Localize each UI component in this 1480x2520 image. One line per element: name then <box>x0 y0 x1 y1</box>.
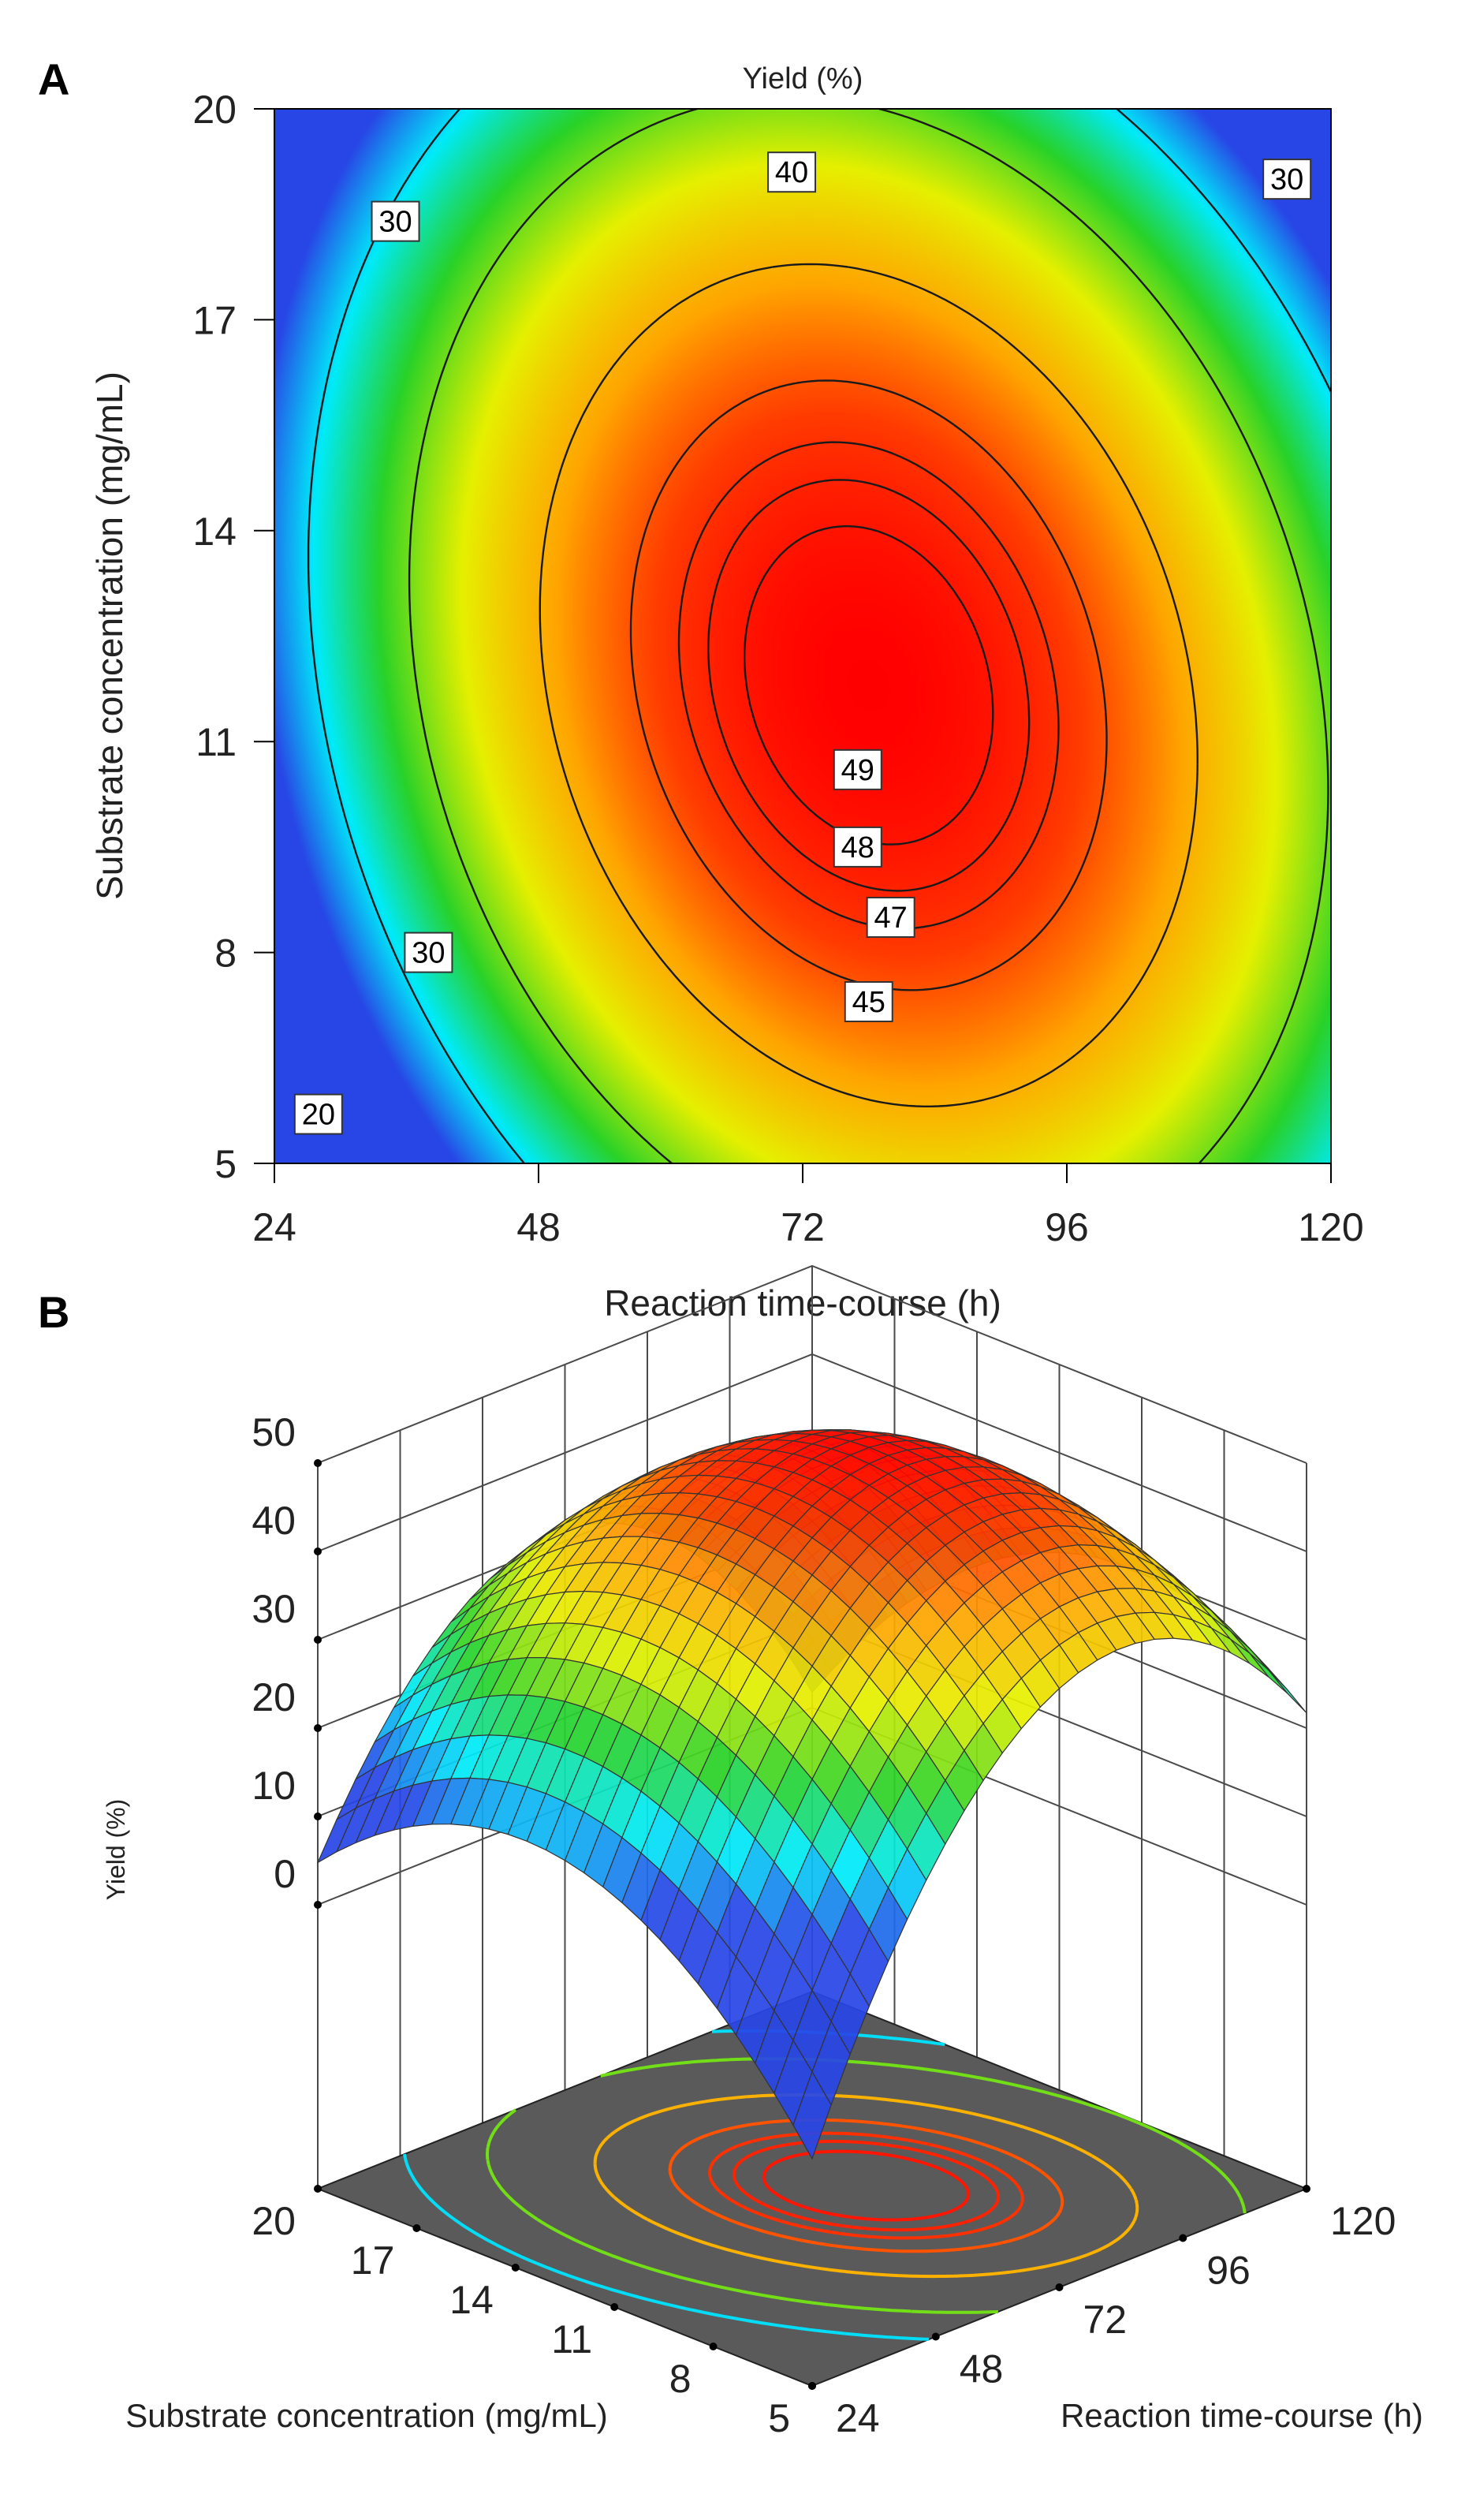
wall-gridline <box>317 1353 1307 1552</box>
x-tick-mark <box>1303 2185 1310 2193</box>
contour-label-text: 20 <box>302 1099 335 1132</box>
contour-label-text: 45 <box>852 986 885 1019</box>
y-tick-mark <box>314 2185 322 2193</box>
x-tick-label: 72 <box>781 1205 825 1249</box>
z-tick-mark <box>314 1459 322 1467</box>
floor-contour-49 <box>762 2149 971 2222</box>
wall-gridline <box>317 1264 1307 1464</box>
y-axis-label-3d: Substrate concentration (mg/mL) <box>125 2397 608 2434</box>
surface-ticks: 0 10 20 30 40 50 24 48 72 96 120 5 8 11 14 17 20 <box>252 1410 1396 2440</box>
contour-label: 48 <box>833 826 882 868</box>
surface-plot: 0 10 20 30 40 50 24 48 72 96 120 5 8 11 14 17 20 <box>252 1264 1396 2440</box>
x-tick-label: 48 <box>960 2347 1004 2391</box>
x-tick-mark <box>1055 2283 1064 2291</box>
x-tick-label: 96 <box>1206 2249 1251 2293</box>
contour-line-30 <box>408 109 1329 1163</box>
y-tick-label: 14 <box>449 2278 494 2322</box>
contour-line-40 <box>539 263 1199 1107</box>
z-tick-mark <box>314 1547 322 1555</box>
y-tick-mark <box>412 2224 421 2232</box>
contour-label-text: 30 <box>1270 163 1303 196</box>
z-tick-label: 0 <box>274 1852 296 1896</box>
contour-label-text: 49 <box>841 754 874 787</box>
heatmap-fill <box>274 109 1331 1163</box>
x-tick-label: 72 <box>1083 2298 1128 2342</box>
y-tick-label: 11 <box>196 720 237 764</box>
z-tick-label: 30 <box>252 1587 296 1631</box>
contour-label: 40 <box>767 151 817 193</box>
contour-labels: 49 48 47 45 40 30 30 30 20 <box>293 151 1312 1135</box>
y-axis-label: Substrate concentration (mg/mL) <box>89 371 130 900</box>
contour-label: 45 <box>844 980 893 1022</box>
x-tick-mark <box>1179 2234 1187 2242</box>
y-tick-mark <box>610 2303 619 2311</box>
contour-label: 47 <box>866 897 915 939</box>
contour-label-text: 48 <box>841 831 874 864</box>
contour-label-text: 47 <box>874 902 908 935</box>
y-tick-label: 11 <box>551 2317 592 2361</box>
z-tick-mark <box>314 1813 322 1820</box>
z-axis-label: Yield (%) <box>102 1799 130 1901</box>
y-tick-mark <box>511 2264 520 2272</box>
y-tick-label: 5 <box>768 2396 790 2440</box>
contour-line-47 <box>677 441 1060 930</box>
contour-label: 20 <box>293 1093 343 1135</box>
chart-title: Yield (%) <box>743 62 863 95</box>
x-tick-label: 96 <box>1045 1205 1089 1249</box>
contour-label: 30 <box>371 200 420 242</box>
contour-label: 30 <box>1262 159 1312 200</box>
z-tick-mark <box>314 1901 322 1909</box>
surface-patch <box>1230 1638 1269 1678</box>
z-tick-mark <box>314 1636 322 1644</box>
x-tick-label: 120 <box>1298 1205 1363 1249</box>
y-tick-label: 17 <box>192 298 237 342</box>
contour-label-text: 30 <box>378 206 412 239</box>
z-tick-mark <box>314 1724 322 1732</box>
z-tick-label: 40 <box>252 1499 296 1543</box>
x-tick-label: 24 <box>252 1205 296 1249</box>
contour-label: 30 <box>404 931 453 973</box>
contour-line-48 <box>707 479 1031 892</box>
response-surface <box>316 1429 1307 2160</box>
x-tick-label: 48 <box>516 1205 561 1249</box>
contour-label-text: 30 <box>412 937 445 970</box>
floor-contour-47 <box>708 2131 1024 2240</box>
y-axis: 5 8 11 14 17 20 <box>192 88 274 1186</box>
panel-b-label: B <box>38 1287 69 1337</box>
y-tick-label: 14 <box>192 510 237 554</box>
z-tick-label: 20 <box>252 1675 296 1719</box>
surface-patch <box>1249 1652 1288 1694</box>
y-tick-label: 8 <box>214 931 237 976</box>
x-tick-label: 120 <box>1330 2199 1396 2243</box>
floor-contour-45 <box>668 2118 1064 2253</box>
y-tick-label: 8 <box>669 2357 692 2401</box>
x-tick-mark <box>931 2332 940 2341</box>
z-tick-label: 10 <box>252 1764 296 1808</box>
y-tick-mark <box>808 2382 816 2390</box>
y-tick-mark <box>709 2343 718 2350</box>
surface-patch <box>792 2070 832 2160</box>
y-tick-label: 5 <box>214 1142 237 1186</box>
x-axis-label-3d: Reaction time-course (h) <box>1061 2397 1423 2434</box>
contour-label-text: 40 <box>775 156 808 189</box>
y-tick-label: 17 <box>351 2238 395 2283</box>
panel-a-label: A <box>38 54 69 104</box>
contour-label: 49 <box>833 749 882 790</box>
y-tick-label: 20 <box>252 2199 296 2243</box>
x-axis: 24 48 72 96 120 <box>252 1163 1364 1249</box>
x-tick-label: 24 <box>836 2396 880 2440</box>
contour-plot: 49 48 47 45 40 30 30 30 20 <box>274 108 1332 1164</box>
contour-lines <box>307 109 1331 1163</box>
x-axis-label: Reaction time-course (h) <box>604 1282 1001 1323</box>
z-tick-label: 50 <box>252 1410 296 1454</box>
y-tick-label: 20 <box>192 88 237 132</box>
